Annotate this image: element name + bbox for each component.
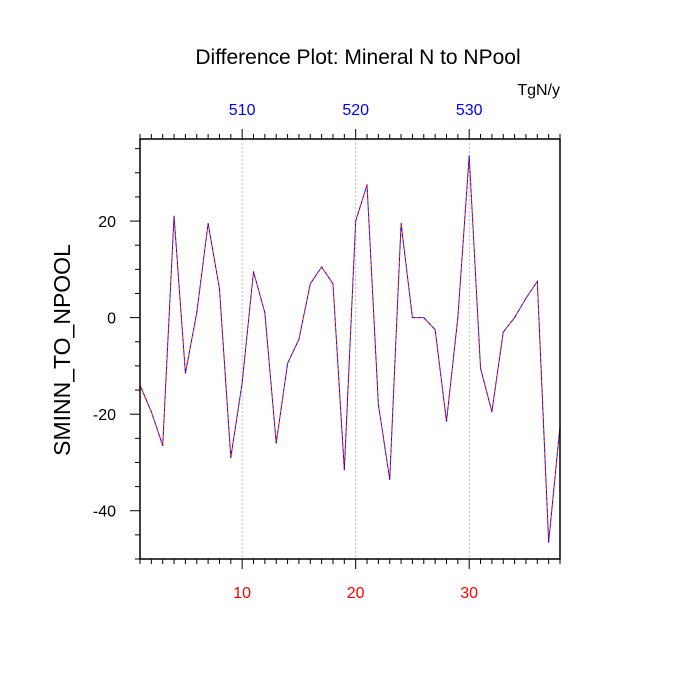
data-point <box>343 469 345 471</box>
data-point <box>173 215 175 217</box>
series-group <box>139 155 561 543</box>
data-point <box>264 312 266 314</box>
y-tick-label: 20 <box>98 214 116 231</box>
data-point <box>241 382 243 384</box>
x-tick-label: 20 <box>347 585 365 602</box>
data-point <box>275 442 277 444</box>
data-point <box>548 541 550 543</box>
data-point <box>162 444 164 447</box>
data-point <box>457 317 459 319</box>
data-point <box>150 411 152 413</box>
series-line-red <box>139 155 561 543</box>
data-point <box>218 288 221 290</box>
data-point <box>230 457 232 459</box>
data-point <box>355 220 357 222</box>
data-point <box>309 283 311 285</box>
y-axis-label: SMINN_TO_NPOOL <box>49 244 75 456</box>
data-point <box>377 403 379 406</box>
data-point <box>468 155 470 157</box>
data-point <box>207 222 209 225</box>
top-tick-label: 510 <box>229 102 256 119</box>
data-point <box>400 222 402 225</box>
x-tick-label: 30 <box>460 585 478 602</box>
units-label: TgN/y <box>517 82 560 99</box>
data-point <box>525 297 527 299</box>
data-point <box>434 329 436 331</box>
data-point <box>411 317 414 319</box>
data-point <box>445 420 448 423</box>
x-tick-label: 10 <box>233 585 251 602</box>
top-tick-label: 520 <box>342 102 369 119</box>
grid-lines <box>241 139 470 559</box>
data-point <box>366 184 368 186</box>
data-point <box>479 367 482 369</box>
data-point <box>196 312 198 314</box>
y-tick-label: 0 <box>107 311 116 328</box>
data-point <box>298 338 300 340</box>
data-point <box>332 283 334 285</box>
data-point <box>252 271 255 273</box>
data-point <box>502 331 504 333</box>
data-point <box>513 317 516 319</box>
chart-title: Difference Plot: Mineral N to NPool <box>195 46 520 69</box>
y-tick-label: -20 <box>93 407 116 424</box>
plot-frame <box>139 138 561 560</box>
axes: 10 20 30 510 520 530 20 0 -20 -40 <box>93 102 561 602</box>
data-point <box>184 372 187 374</box>
data-point <box>389 478 391 480</box>
y-tick-label: -40 <box>93 504 116 521</box>
series-line-blue <box>139 155 561 543</box>
data-point <box>423 317 425 319</box>
data-point <box>536 280 538 283</box>
top-tick-label: 530 <box>456 102 483 119</box>
data-point <box>491 411 493 413</box>
data-point <box>321 266 323 268</box>
data-point <box>286 362 289 365</box>
